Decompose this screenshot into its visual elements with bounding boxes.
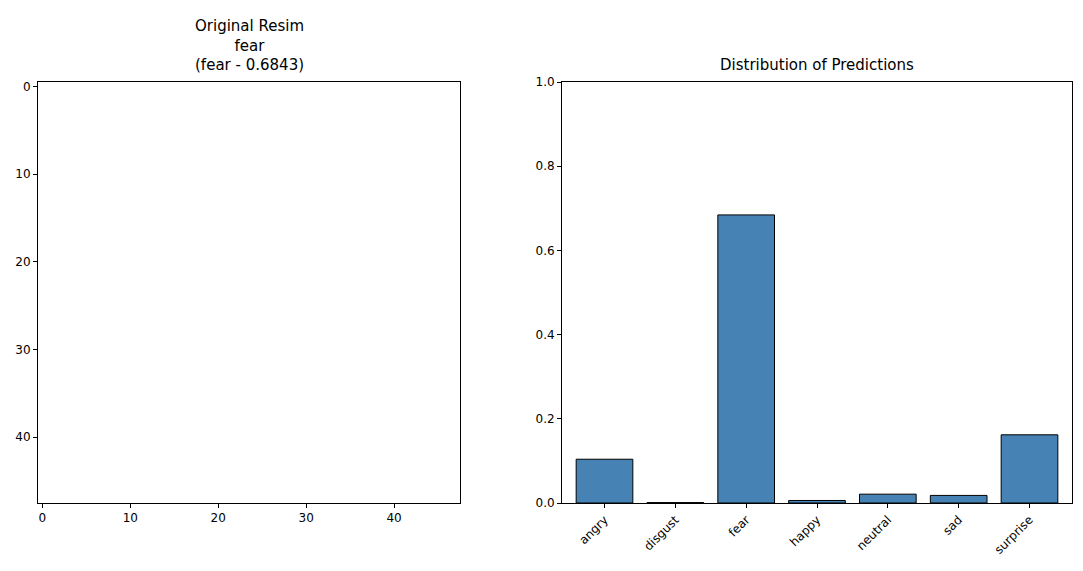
svg-text:Distribution of Predictions: Distribution of Predictions xyxy=(720,56,914,74)
svg-text:0.8: 0.8 xyxy=(536,159,555,173)
svg-text:0: 0 xyxy=(23,80,31,94)
svg-text:disgust: disgust xyxy=(641,513,682,554)
svg-text:10: 10 xyxy=(15,167,30,181)
svg-text:sad: sad xyxy=(940,513,965,538)
svg-text:0.0: 0.0 xyxy=(536,496,555,510)
svg-text:0.4: 0.4 xyxy=(536,328,555,342)
svg-text:Original Resimfear(fear - 0.68: Original Resimfear(fear - 0.6843) xyxy=(195,17,304,74)
svg-text:angry: angry xyxy=(576,513,610,547)
svg-text:happy: happy xyxy=(787,513,823,549)
svg-text:20: 20 xyxy=(211,511,226,525)
svg-text:fear: fear xyxy=(726,513,753,540)
svg-text:20: 20 xyxy=(15,255,30,269)
svg-text:30: 30 xyxy=(299,511,314,525)
svg-text:surprise: surprise xyxy=(992,513,1036,557)
svg-text:1.0: 1.0 xyxy=(536,75,555,89)
svg-text:0.6: 0.6 xyxy=(536,244,555,258)
svg-text:40: 40 xyxy=(386,511,401,525)
svg-text:40: 40 xyxy=(15,430,30,444)
svg-text:30: 30 xyxy=(15,343,30,357)
svg-text:0: 0 xyxy=(39,511,47,525)
svg-text:neutral: neutral xyxy=(854,513,894,553)
svg-text:10: 10 xyxy=(123,511,138,525)
svg-text:0.2: 0.2 xyxy=(536,412,555,426)
